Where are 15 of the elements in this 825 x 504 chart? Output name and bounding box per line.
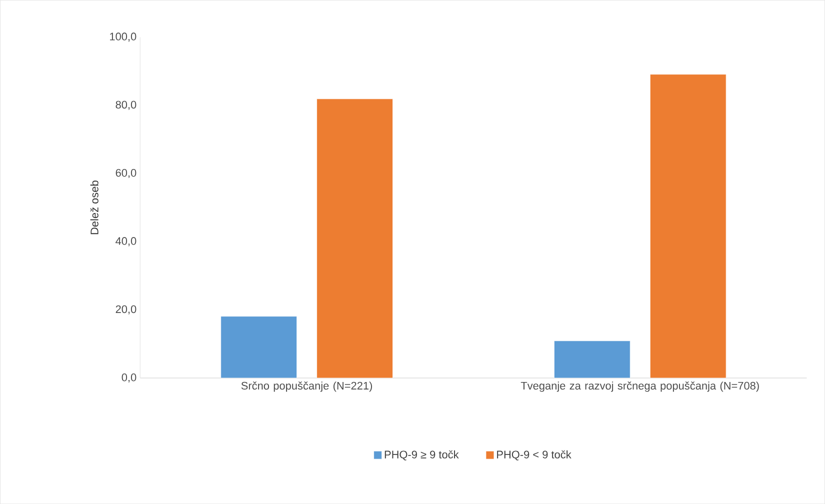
legend-label: PHQ-9 < 9 točk: [497, 450, 572, 460]
y-tick-label: 20,0: [116, 305, 136, 314]
legend-label: PHQ-9 ≥ 9 točk: [384, 450, 459, 460]
x-tick-label: Tveganje za razvoj srčnega popuščanja (N=708): [520, 381, 759, 392]
bar: [650, 74, 726, 378]
bar: [554, 340, 630, 378]
y-tick-label: 60,0: [116, 168, 136, 178]
y-axis-title: Delež oseb: [90, 180, 98, 234]
bar: [316, 98, 393, 378]
y-tick-label: 100,0: [110, 32, 136, 42]
y-tick-label: 80,0: [116, 100, 136, 110]
bar: [220, 316, 298, 378]
y-tick-label: 0,0: [122, 373, 136, 382]
x-tick-label: Srčno popuščanje (N=221): [241, 381, 372, 392]
y-tick-label: 40,0: [116, 237, 136, 246]
